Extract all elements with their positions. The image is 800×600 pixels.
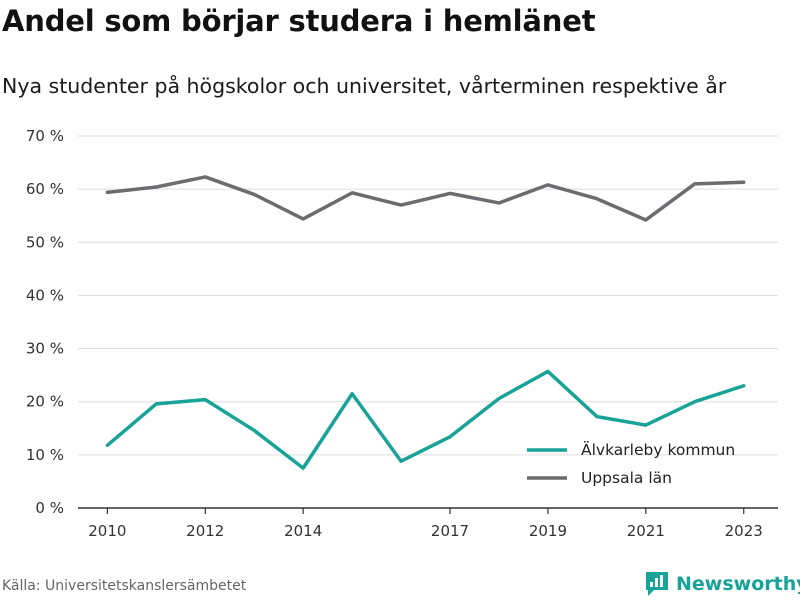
y-tick-label: 70 % <box>26 127 64 145</box>
series-line-0 <box>105 369 746 470</box>
x-tick-label: 2019 <box>529 522 567 540</box>
y-tick-label: 50 % <box>26 233 64 251</box>
newsworthy-logo-icon <box>646 572 668 596</box>
x-tick-label: 2012 <box>186 522 224 540</box>
brand-name: Newsworthy <box>676 573 800 595</box>
series-line-1 <box>105 175 746 222</box>
legend-label: Uppsala län <box>581 469 672 487</box>
chart-title: Andel som börjar studera i hemlänet <box>2 4 596 38</box>
series-lines <box>105 175 746 470</box>
x-tick-label: 2023 <box>725 522 763 540</box>
line-chart: 0 % 10 % 20 % 30 % 40 % 50 % 60 % 70 % 2010 2012… <box>26 127 778 540</box>
y-tick-label: 0 % <box>35 499 64 517</box>
x-tick-label: 2017 <box>431 522 469 540</box>
y-tick-label: 60 % <box>26 180 64 198</box>
brand-logo: Newsworthy <box>644 570 800 598</box>
legend: Älvkarleby kommun Uppsala län <box>527 440 735 487</box>
y-tick-label: 40 % <box>26 286 64 304</box>
chart-subtitle: Nya studenter på högskolor och universit… <box>2 74 727 98</box>
legend-label: Älvkarleby kommun <box>581 440 735 459</box>
x-tick-label: 2010 <box>88 522 126 540</box>
gridlines <box>78 135 778 509</box>
x-tick-label: 2021 <box>627 522 665 540</box>
y-tick-label: 10 % <box>26 446 64 464</box>
y-tick-label: 20 % <box>26 393 64 411</box>
x-axis-ticks: 2010 2012 2014 2017 2019 2021 2023 <box>88 508 763 540</box>
source-note: Källa: Universitetskanslersämbetet <box>2 578 247 594</box>
y-tick-label: 30 % <box>26 340 64 358</box>
x-tick-label: 2014 <box>284 522 322 540</box>
y-axis-ticks: 0 % 10 % 20 % 30 % 40 % 50 % 60 % 70 % <box>26 127 64 517</box>
